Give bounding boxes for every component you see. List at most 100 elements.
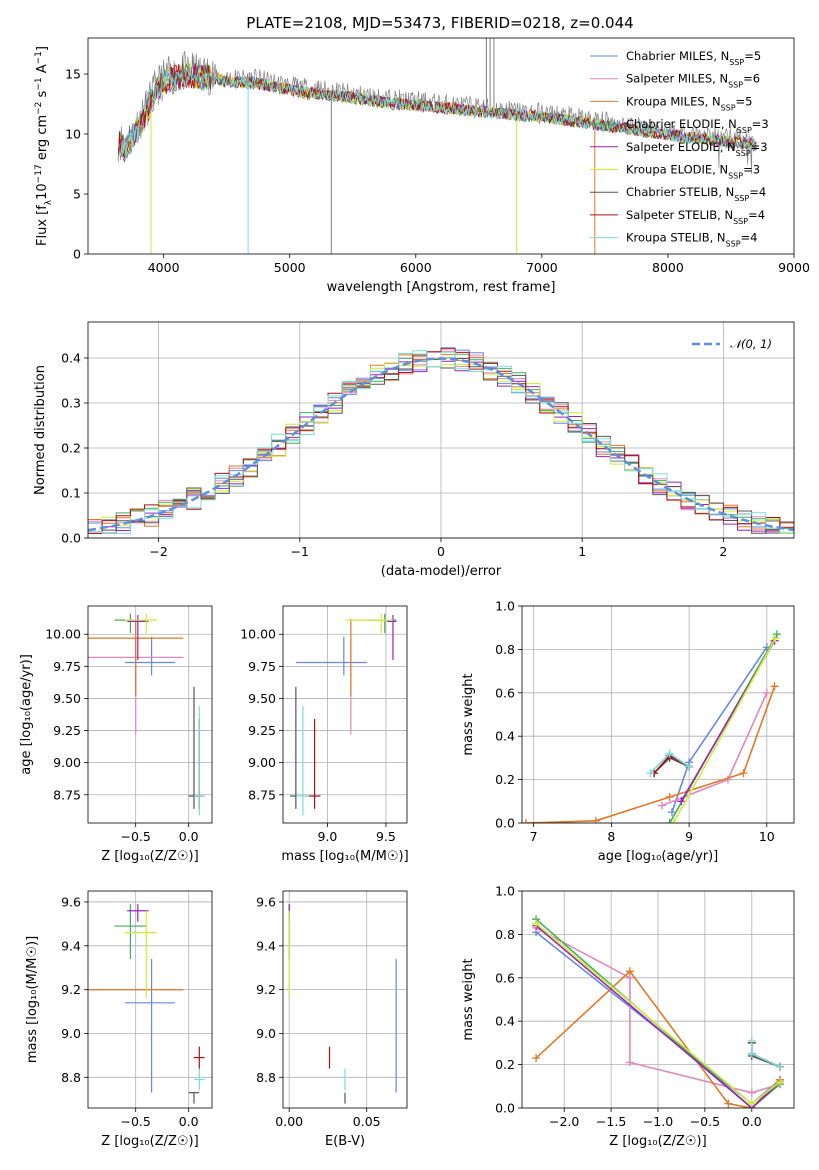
mass-weight-marker xyxy=(770,682,779,691)
y-tick-label: 9.00 xyxy=(53,755,81,770)
x-tick-label: 0.00 xyxy=(275,1114,303,1129)
legend-n: , N xyxy=(713,49,729,63)
y-tick-label: 9.6 xyxy=(256,894,276,909)
x-axis-label: mass [log₁₀(M/M☉)] xyxy=(281,849,408,864)
mass-weight-marker xyxy=(657,801,666,810)
x-tick-label: −0.5 xyxy=(121,829,151,844)
x-tick-label: 8 xyxy=(607,829,615,844)
mass-weight-line xyxy=(671,646,768,813)
y-tick-label: 0.6 xyxy=(495,685,515,700)
gridlines xyxy=(522,890,794,1109)
y-tick-label: 0 xyxy=(73,247,81,262)
y-tick-label: 0.8 xyxy=(495,927,515,942)
y-tick-label: 0.4 xyxy=(495,1014,515,1029)
mass-weight-line xyxy=(653,756,690,774)
x-tick-label: 7000 xyxy=(526,260,558,275)
legend-entry: Chabrier STELIB, NSSP=4 xyxy=(626,185,766,203)
axes-frame xyxy=(87,605,213,824)
y-tick-label: 1.0 xyxy=(495,884,515,899)
mass-weight-marker xyxy=(762,688,771,697)
y-axis-label-part: λ xyxy=(44,199,54,205)
mass-vs-ebv-panel: 0.00 0.05 8.8 9.0 9.2 9.4 9.6 E(B-V) xyxy=(256,890,408,1149)
y-tick-label: 9.25 xyxy=(248,723,276,738)
x-axis-label: Z [log₁₀(Z/Z☉)] xyxy=(101,1134,198,1149)
y-tick-label: 9.6 xyxy=(61,894,81,909)
legend-n: , N xyxy=(721,117,737,131)
y-axis-label: Normed distribution xyxy=(33,365,48,495)
mass-weight-marker xyxy=(747,1099,756,1108)
x-tick-label: −2 xyxy=(149,544,167,559)
legend-name: Chabrier STELIB xyxy=(626,185,718,199)
y-axis-label-part: s xyxy=(35,90,50,101)
plot-area xyxy=(88,347,794,534)
legend-name: Kroupa MILES xyxy=(626,94,705,108)
legend-nssp: =3 xyxy=(751,140,768,154)
x-tick-label: 0.0 xyxy=(742,1114,762,1129)
mass-weight-marker xyxy=(775,1062,784,1071)
legend-n: , N xyxy=(712,163,728,177)
gridlines xyxy=(522,605,794,824)
legend-n: , N xyxy=(705,94,721,108)
y-tick-label: 9.50 xyxy=(248,691,276,706)
x-tick-label: −0.5 xyxy=(121,1114,151,1129)
mass-weight-marker xyxy=(665,792,674,801)
y-tick-label: 0.8 xyxy=(495,642,515,657)
x-tick-label: −2.0 xyxy=(549,1114,579,1129)
x-tick-label: 6000 xyxy=(400,260,432,275)
x-axis-label: Z [log₁₀(Z/Z☉)] xyxy=(101,849,198,864)
legend-ssp: SSP xyxy=(728,80,743,89)
y-axis-label: mass weight xyxy=(461,958,476,1040)
y-axis-label: mass weight xyxy=(461,673,476,755)
legend-name: Salpeter STELIB xyxy=(626,208,717,222)
legend-name: Chabrier ELODIE xyxy=(626,117,721,131)
legend-ssp: SSP xyxy=(733,216,748,225)
mass-weight-marker xyxy=(625,1058,634,1067)
x-tick-label: 2 xyxy=(719,544,727,559)
y-axis-label-part: 10 xyxy=(35,183,50,200)
axes-frame xyxy=(87,890,213,1109)
mass-weight-marker xyxy=(772,630,781,639)
y-tick-label: 9.4 xyxy=(61,938,81,953)
weight-vs-metallicity-panel: −2.0 −1.5 −1.0 −0.5 0.0 0.0 0.2 0.4 0.6 0.8 1.0 Z [… xyxy=(461,884,795,1149)
gridlines xyxy=(283,606,407,823)
y-axis-label-part: Flux [f xyxy=(35,205,50,246)
mass-weight-marker xyxy=(739,769,748,778)
x-tick-label: 7 xyxy=(530,829,538,844)
legend-entry: Kroupa MILES, NSSP=5 xyxy=(626,94,753,112)
x-tick-label: 0 xyxy=(437,544,445,559)
y-tick-label: 9.0 xyxy=(256,1026,276,1041)
y-tick-label: 1.0 xyxy=(495,599,515,614)
legend-n: , N xyxy=(720,140,736,154)
legend-nssp: =3 xyxy=(752,117,769,131)
legend-ssp: SSP xyxy=(728,171,743,180)
age-vs-mass-panel: 9.0 9.5 8.75 9.00 9.25 9.50 9.75 10.00 mass [log… xyxy=(240,605,409,864)
mass-weight-marker xyxy=(532,919,541,928)
y-axis-label-part: −17 xyxy=(34,164,44,183)
y-tick-label: 9.75 xyxy=(248,659,276,674)
mass-weight-line xyxy=(535,925,781,1108)
y-tick-label: 0.3 xyxy=(61,396,81,411)
y-axis-label: Flux [fλ10−17 erg cm−2 s−1 A−1] xyxy=(34,46,54,246)
y-axis-label-part: erg cm xyxy=(35,115,50,164)
x-tick-label: 0.0 xyxy=(179,829,199,844)
x-tick-label: −0.5 xyxy=(690,1114,720,1129)
model-spectrum-line xyxy=(117,63,757,159)
y-tick-label: 10.00 xyxy=(240,627,276,642)
age-vs-metallicity-panel: −0.5 0.0 8.75 9.00 9.25 9.50 9.75 10.00 Z [log₁₀… xyxy=(19,605,213,864)
y-tick-label: 9.2 xyxy=(61,982,81,997)
plot-area xyxy=(88,613,205,816)
mass-weight-line xyxy=(751,1040,781,1068)
x-tick-label: 8000 xyxy=(652,260,684,275)
legend-nssp: =4 xyxy=(748,208,765,222)
y-tick-label: 8.8 xyxy=(61,1070,81,1085)
y-tick-label: 9.50 xyxy=(53,691,81,706)
y-tick-label: 9.25 xyxy=(53,723,81,738)
x-tick-label: 9.5 xyxy=(376,829,396,844)
y-tick-label: 0.4 xyxy=(495,729,515,744)
mass-weight-marker xyxy=(747,1049,756,1058)
legend-name: Chabrier MILES xyxy=(626,49,713,63)
y-axis-label: mass [log₁₀(M/M☉)] xyxy=(25,936,40,1063)
mass-weight-marker xyxy=(625,967,634,976)
x-axis-label: age [log₁₀(age/yr)] xyxy=(598,849,719,864)
axes-frame xyxy=(87,37,795,255)
